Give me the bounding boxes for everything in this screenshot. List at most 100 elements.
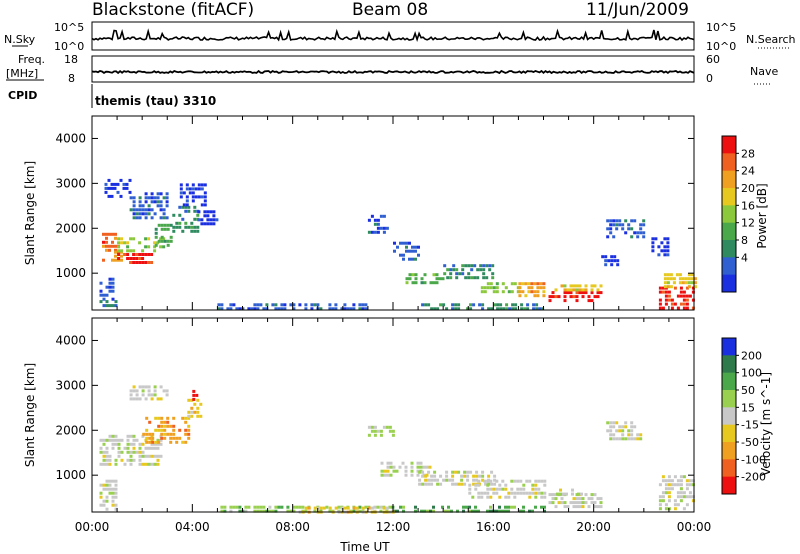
data-cell [382, 226, 386, 230]
data-cell [578, 501, 582, 505]
data-cell [343, 307, 347, 311]
data-cell [538, 307, 542, 311]
data-cell [160, 239, 164, 243]
data-cell [150, 200, 154, 204]
y-tick-label: 2000 [55, 221, 86, 235]
data-cell [507, 505, 510, 509]
data-cell [660, 241, 664, 245]
data-cell [178, 428, 182, 432]
data-cell [416, 473, 420, 477]
data-cell [572, 295, 576, 299]
data-cell [253, 509, 257, 513]
data-cell [157, 440, 161, 444]
data-cell [102, 450, 106, 454]
nsky-label: N.Sky [4, 33, 36, 46]
data-cell [280, 505, 284, 509]
data-cell [679, 499, 683, 503]
data-cell [99, 495, 103, 499]
data-cell [129, 389, 133, 393]
data-cell [507, 495, 511, 499]
data-cell [223, 505, 227, 509]
data-cell [533, 282, 537, 286]
data-cell [417, 253, 420, 257]
data-cell [132, 446, 136, 450]
data-cell [159, 237, 163, 241]
data-cell [587, 299, 591, 303]
data-cell [144, 212, 148, 216]
data-cell [639, 433, 643, 437]
data-cell [102, 293, 106, 297]
data-cell [514, 307, 518, 311]
data-cell [575, 505, 579, 509]
data-cell [452, 264, 456, 268]
data-cell [679, 491, 683, 495]
data-cell [250, 307, 254, 311]
data-cell [117, 245, 121, 249]
data-cell [111, 297, 115, 301]
data-cell [672, 281, 676, 285]
data-cell [117, 241, 121, 245]
data-cell [559, 488, 562, 492]
data-cell [99, 450, 103, 454]
data-cell [292, 303, 296, 307]
data-cell [169, 424, 173, 428]
data-cell [160, 424, 164, 428]
data-cell [114, 462, 118, 466]
data-cell [630, 421, 634, 425]
data-cell [554, 505, 558, 509]
data-cell [410, 461, 414, 465]
data-cell [581, 497, 585, 501]
data-cell [277, 505, 281, 509]
data-cell [188, 191, 192, 195]
data-cell [679, 475, 683, 479]
data-cell [642, 235, 646, 239]
freq-panel: Freq. [MHz] 18 8 60 0 Nave [6, 53, 778, 85]
data-cell [108, 491, 112, 495]
data-cell [188, 187, 192, 191]
data-cell [408, 277, 412, 281]
data-cell [667, 495, 671, 499]
data-cell [150, 446, 154, 450]
data-cell [528, 479, 532, 483]
data-cell [132, 458, 136, 462]
data-cell [685, 302, 689, 306]
data-cell [630, 425, 634, 429]
data-cell [399, 253, 402, 257]
data-cell [420, 277, 424, 281]
data-cell [289, 303, 293, 307]
data-cell [685, 495, 689, 499]
data-cell [449, 272, 453, 276]
data-cell [548, 501, 552, 505]
data-cell [280, 303, 284, 307]
data-cell [609, 223, 613, 227]
data-cell [693, 285, 697, 289]
data-cell [615, 223, 619, 227]
data-cell [618, 437, 622, 441]
data-cell [542, 290, 546, 294]
data-cell [580, 492, 583, 496]
data-cell [153, 454, 157, 458]
data-cell [126, 442, 130, 446]
data-cell [132, 442, 136, 446]
data-cell [301, 505, 305, 509]
data-cell [393, 241, 396, 245]
data-cell [666, 249, 670, 253]
data-cell [624, 437, 628, 441]
data-cell [138, 208, 142, 212]
data-cell [147, 261, 151, 264]
data-cell [630, 227, 634, 231]
data-cell [135, 450, 139, 454]
data-cell [566, 288, 570, 292]
data-cell [639, 437, 643, 441]
data-cell [104, 186, 108, 190]
data-cell [105, 458, 109, 462]
data-cell [199, 414, 203, 418]
data-cell [618, 219, 622, 223]
data-cell [141, 389, 145, 393]
data-cell [572, 288, 576, 292]
data-cell [675, 273, 679, 277]
data-cell [150, 192, 154, 196]
power-ylabel: Slant Range [km] [23, 161, 37, 265]
data-cell [457, 303, 461, 307]
